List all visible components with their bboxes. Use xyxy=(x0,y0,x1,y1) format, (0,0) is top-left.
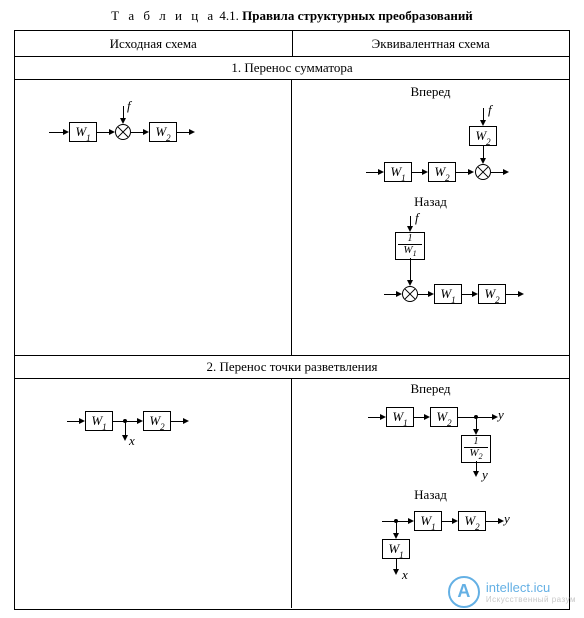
back-label-2: Назад xyxy=(292,487,569,503)
label-f-back: f xyxy=(415,210,419,226)
sum-node-fwd xyxy=(475,164,491,180)
block-w2-fwd: W2 xyxy=(428,162,456,182)
header-left: Исходная схема xyxy=(15,31,293,56)
label-f: f xyxy=(127,98,131,114)
page: Т а б л и ц а 4.1. Правила структурных п… xyxy=(0,0,584,618)
block-w2-back: W2 xyxy=(478,284,506,304)
orig-scheme-2: W1 x W2 xyxy=(15,379,292,608)
sum-node xyxy=(115,124,131,140)
label-x-back: x xyxy=(402,567,408,583)
block-w2-s2: W2 xyxy=(143,411,171,431)
section-1-title: 1. Перенос сумматора xyxy=(15,57,569,80)
block-w1-branch2: W1 xyxy=(382,539,410,559)
fwd-label-2: Вперед xyxy=(292,381,569,397)
orig-scheme-1: W1 W2 f xyxy=(15,80,292,355)
block-w1-back: W1 xyxy=(434,284,462,304)
label-x: x xyxy=(129,433,135,449)
watermark-logo: A xyxy=(448,576,480,608)
block-inv-w2: 1 W2 xyxy=(461,435,491,463)
watermark-line2: Искусственный разум xyxy=(486,595,576,604)
equiv-scheme-2: Вперед W1 W2 y 1 W2 y xyxy=(292,379,569,608)
fwd-label-1: Вперед xyxy=(292,84,569,100)
block-w2-branch: W2 xyxy=(469,126,497,146)
table-caption: Т а б л и ц а 4.1. Правила структурных п… xyxy=(14,8,570,24)
block-w2-back2: W2 xyxy=(458,511,486,531)
equiv-scheme-1: Вперед f W2 W1 W2 xyxy=(292,80,569,355)
caption-prefix: Т а б л и ц а xyxy=(111,8,216,23)
section-2-title: 2. Перенос точки разветвления xyxy=(15,355,569,379)
label-y-fwd: y xyxy=(498,407,504,423)
block-w1: W1 xyxy=(69,122,97,142)
header-right: Эквивалентная схема xyxy=(293,31,570,56)
back-label-1: Назад xyxy=(292,194,569,210)
watermark-line1: intellect.icu xyxy=(486,580,576,595)
watermark: A intellect.icu Искусственный разум xyxy=(448,576,576,608)
block-w1-fwd2: W1 xyxy=(386,407,414,427)
block-w1-s2: W1 xyxy=(85,411,113,431)
label-y-fwd2: y xyxy=(482,467,488,483)
header-row: Исходная схема Эквивалентная схема xyxy=(15,31,569,57)
row-1: W1 W2 f Вперед xyxy=(15,80,569,355)
table-frame: Исходная схема Эквивалентная схема 1. Пе… xyxy=(14,30,570,610)
row-2: W1 x W2 Вперед W1 W2 xyxy=(15,379,569,608)
sum-node-back xyxy=(402,286,418,302)
block-inv-w1: 1 W1 xyxy=(395,232,425,260)
block-w2: W2 xyxy=(149,122,177,142)
block-w1-fwd: W1 xyxy=(384,162,412,182)
caption-main: Правила структурных преобразований xyxy=(242,8,473,23)
caption-number: 4.1. xyxy=(219,8,239,23)
block-w1-back2: W1 xyxy=(414,511,442,531)
label-f-fwd: f xyxy=(488,102,492,118)
label-y-back: y xyxy=(504,511,510,527)
block-w2-fwd2: W2 xyxy=(430,407,458,427)
